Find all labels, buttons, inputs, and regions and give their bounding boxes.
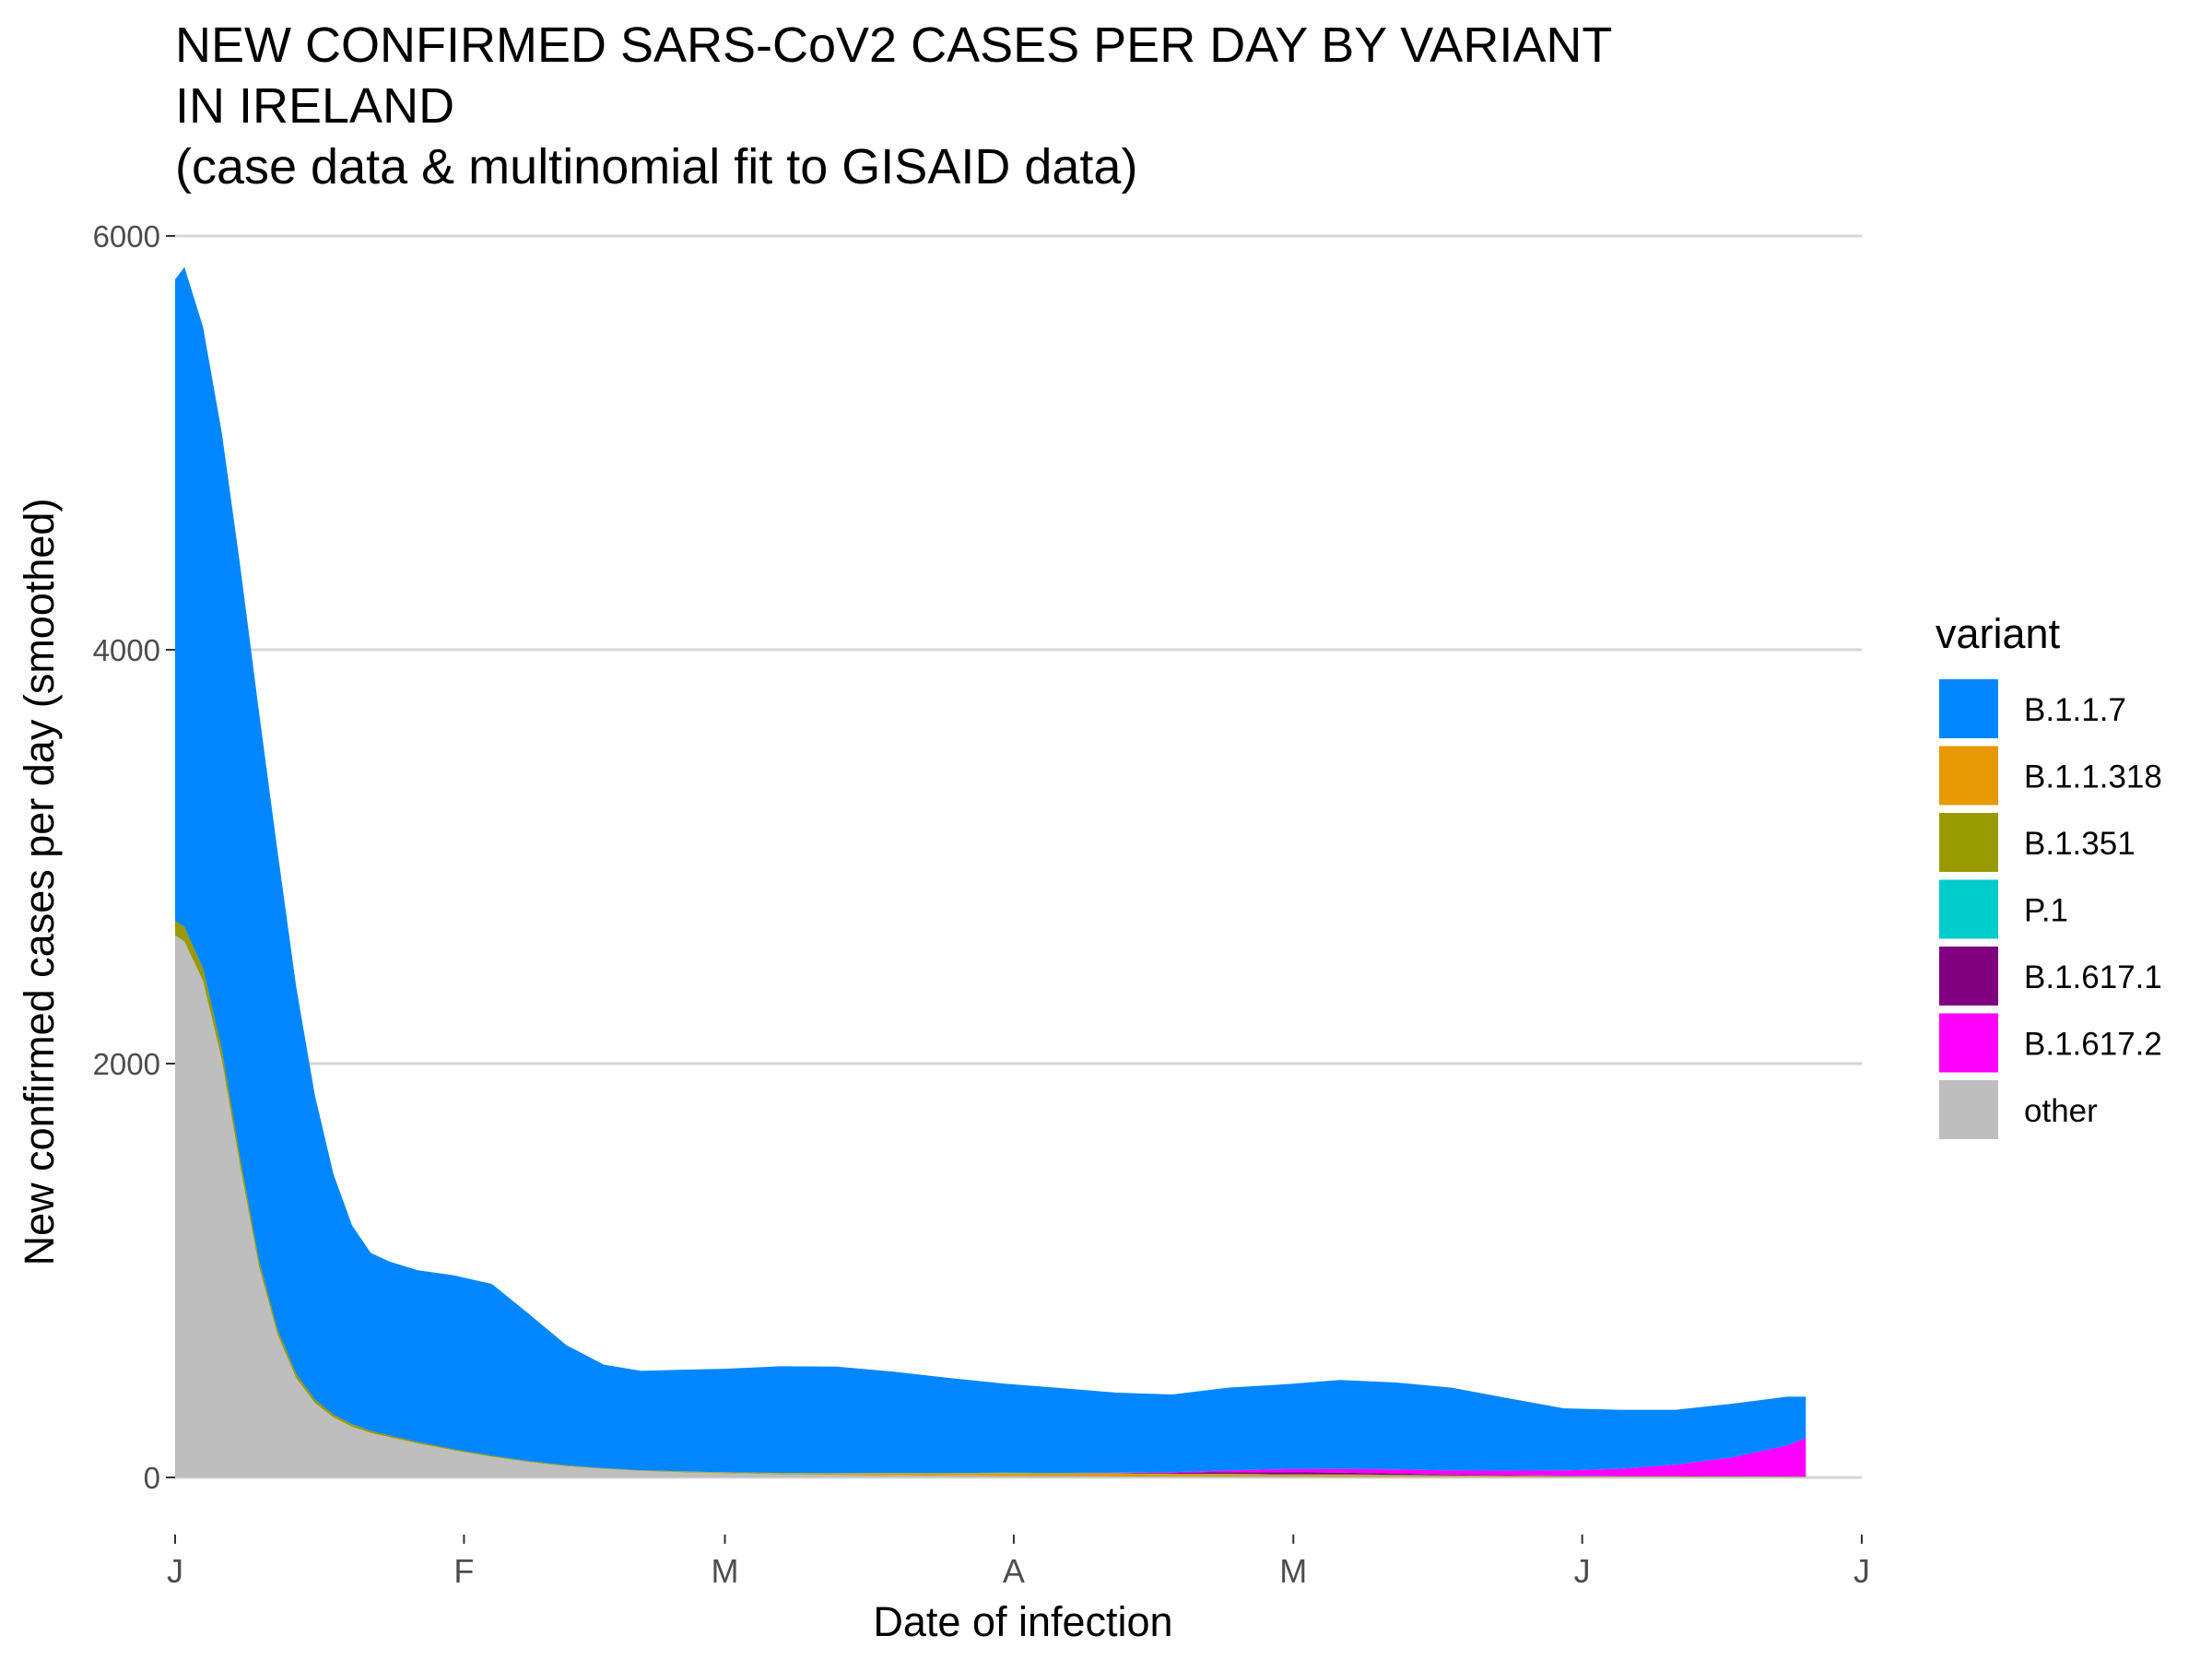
y-tick-label: 0 (144, 1461, 160, 1495)
x-tick-label: J (1853, 1552, 1870, 1590)
x-tick-label: J (1574, 1552, 1591, 1590)
y-tick-label: 2000 (93, 1047, 160, 1081)
x-tick-label: M (712, 1552, 739, 1590)
legend-swatch-b-1-617-2 (1939, 1013, 1998, 1073)
x-tick-label: M (1279, 1552, 1307, 1590)
area-other (175, 935, 1806, 1477)
legend-swatch-other (1939, 1080, 1998, 1139)
legend-swatch-b-1-1-7 (1939, 679, 1998, 738)
legend-label-b-1-1-318: B.1.1.318 (2024, 759, 2162, 795)
x-axis-title: Date of infection (873, 1598, 1172, 1645)
legend-items: B.1.1.7 B.1.1.318 B.1.351 P.1 B.1.617.1 B.1.6… (1939, 679, 2162, 1139)
legend-label-other: other (2024, 1093, 2098, 1129)
y-tick-label: 6000 (93, 219, 160, 253)
legend-label-b-1-617-2: B.1.617.2 (2024, 1027, 2162, 1063)
y-axis-title: New confirmed cases per day (smoothed) (16, 499, 63, 1266)
axes: 0 2000 4000 6000 J F M A M J J (93, 219, 1870, 1590)
x-tick-label: J (167, 1552, 183, 1590)
legend-title: variant (1936, 610, 2061, 657)
legend-swatch-p-1 (1939, 879, 1998, 939)
legend-swatch-b-1-351 (1939, 813, 1998, 872)
stacked-areas (175, 266, 1806, 1477)
legend-label-b-1-351: B.1.351 (2024, 826, 2136, 862)
legend-label-b-1-1-7: B.1.1.7 (2024, 692, 2126, 728)
legend-label-b-1-617-1: B.1.617.1 (2024, 959, 2162, 995)
legend-swatch-b-1-1-318 (1939, 746, 1998, 806)
area-b-1-1-7 (175, 266, 1806, 1474)
legend-swatch-b-1-617-1 (1939, 947, 1998, 1006)
y-tick-label: 4000 (93, 633, 160, 667)
chart-title: NEW CONFIRMED SARS-CoV2 CASES PER DAY BY… (175, 18, 1613, 194)
legend-label-p-1: P.1 (2024, 893, 2068, 929)
legend: variant B.1.1.7 B.1.1.318 B.1.351 P.1 B.1.61… (1936, 610, 2162, 1139)
x-tick-label: A (1003, 1552, 1025, 1590)
x-tick-label: F (453, 1552, 474, 1590)
